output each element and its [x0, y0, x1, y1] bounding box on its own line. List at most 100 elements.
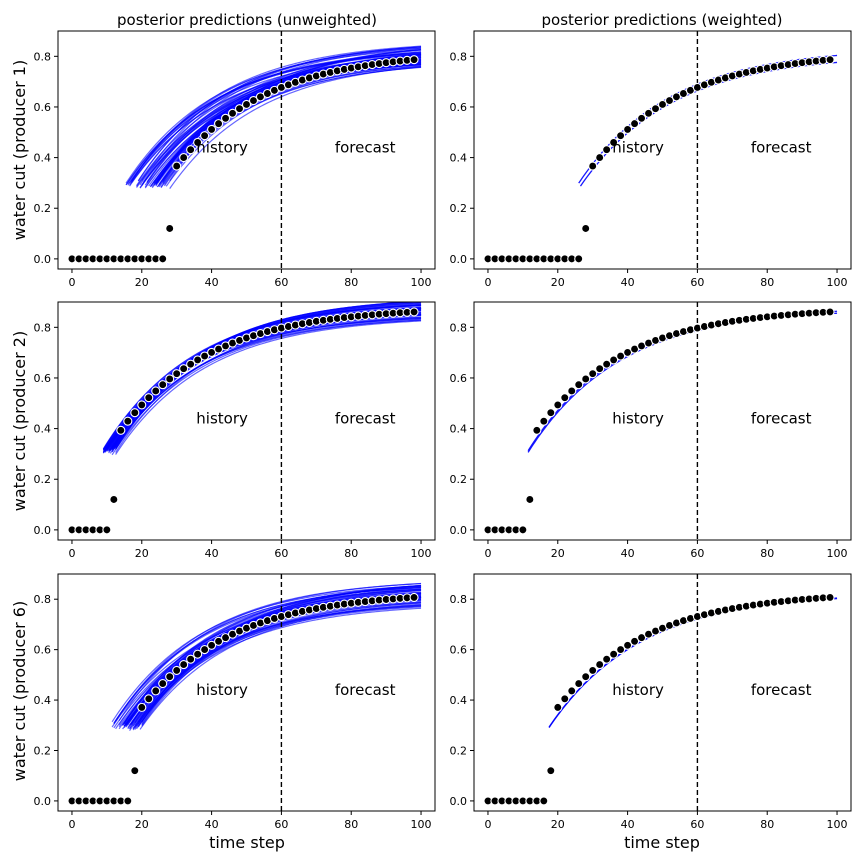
y-tick-label: 0.2 [450, 473, 468, 486]
observed-point [193, 137, 203, 147]
forecast-label: forecast [751, 139, 812, 157]
y-tick-label: 0.0 [34, 795, 52, 808]
observed-point [409, 592, 419, 602]
y-tick-label: 0.4 [34, 152, 52, 165]
panel-r2-c0: history forecast 0 20 40 60 80 100 0.0 0.2 0.4 0.6 0… [34, 573, 436, 831]
y-tick-label: 0.6 [34, 644, 52, 657]
x-tick-label: 80 [344, 547, 358, 560]
y-tick-label: 0.4 [34, 694, 52, 707]
x-tick-label: 20 [135, 818, 149, 831]
x-tick-label: 80 [344, 276, 358, 289]
y-tick-label: 0.0 [34, 524, 52, 537]
observed-point [567, 686, 577, 696]
observed-point [567, 386, 577, 396]
x-tick-label: 60 [274, 276, 288, 289]
observed-point [643, 108, 654, 118]
observed-point [574, 678, 584, 689]
y-tick-label: 0.8 [450, 593, 468, 606]
observed-point [525, 494, 535, 505]
ylabel-producer-1: water cut (producer 1) [10, 60, 29, 240]
observed-point [116, 425, 126, 435]
y-tick-label: 0.4 [450, 423, 468, 436]
observed-point [234, 104, 245, 114]
y-tick-label: 0.8 [450, 321, 468, 334]
x-tick-label: 80 [760, 547, 774, 560]
panel-r0-c0: history forecast 0 20 40 60 80 100 0.0 0.2 0.4 0.6 0… [34, 30, 436, 289]
observed-point [588, 665, 598, 675]
observed-point [623, 124, 633, 134]
observed-point [409, 55, 419, 65]
observed-point [664, 95, 675, 106]
x-tick-label: 60 [274, 547, 288, 560]
y-tick-label: 0.8 [34, 50, 52, 63]
observed-point [581, 672, 591, 682]
y-tick-label: 0.8 [34, 593, 52, 606]
x-tick-label: 80 [760, 818, 774, 831]
observed-point [193, 649, 203, 659]
observed-point [172, 161, 182, 171]
observed-point [207, 640, 217, 650]
y-tick-label: 0.0 [34, 253, 52, 266]
observed-point [560, 393, 570, 403]
observed-point [123, 416, 133, 426]
axes-frame [473, 573, 852, 812]
observed-point [518, 525, 528, 535]
y-tick-label: 0.2 [450, 744, 468, 757]
history-label: history [196, 139, 248, 157]
ensemble-member-line [102, 306, 422, 450]
observed-point [546, 766, 556, 776]
forecast-label: forecast [335, 681, 396, 699]
observed-point [539, 796, 549, 806]
ensemble-member-line [102, 317, 422, 453]
observed-point [200, 645, 210, 655]
observed-point [151, 386, 161, 396]
y-tick-label: 0.0 [450, 253, 468, 266]
forecast-label: forecast [751, 681, 812, 699]
forecast-label: forecast [751, 410, 812, 428]
panels-group: history forecast 0 20 40 60 80 100 0.0 0.2 0.4 0.6 0… [34, 30, 852, 831]
ensemble-member-line [165, 63, 422, 187]
x-tick-label: 0 [484, 818, 491, 831]
x-tick-label: 0 [484, 547, 491, 560]
observed-point [179, 153, 189, 163]
observed-point [825, 307, 835, 317]
observed-point [158, 254, 168, 264]
observed-points [67, 307, 419, 535]
observed-point [158, 678, 168, 689]
y-tick-label: 0.8 [34, 321, 52, 334]
x-tick-label: 40 [621, 547, 635, 560]
x-tick-label: 100 [411, 818, 432, 831]
xlabel-left: time step [209, 833, 285, 852]
y-tick-label: 0.6 [34, 101, 52, 114]
observed-point [609, 649, 619, 659]
observed-point [623, 640, 633, 650]
observed-point [130, 766, 140, 776]
observed-point [616, 131, 626, 141]
y-tick-label: 0.6 [450, 372, 468, 385]
observed-point [581, 374, 591, 384]
observed-point [207, 124, 217, 134]
ensemble-lines [125, 45, 422, 189]
x-tick-label: 40 [621, 276, 635, 289]
ensemble-member-line [115, 320, 422, 455]
xlabel-right: time step [624, 833, 700, 852]
observed-point [616, 351, 626, 361]
observed-point [409, 307, 419, 317]
observed-point [109, 494, 119, 505]
observed-point [214, 636, 224, 646]
observed-point [227, 108, 238, 118]
observed-point [574, 380, 584, 390]
y-tick-label: 0.0 [450, 795, 468, 808]
panel-r1-c0: history forecast 0 20 40 60 80 100 0.0 0.2 0.4 0.6 0… [34, 301, 436, 560]
observed-point [137, 400, 147, 410]
x-tick-label: 100 [411, 547, 432, 560]
y-tick-label: 0.2 [34, 473, 52, 486]
observed-point [221, 113, 231, 123]
ensemble-member-line [578, 54, 838, 184]
forecast-label: forecast [335, 410, 396, 428]
observed-point [102, 525, 112, 535]
observed-point [186, 145, 196, 155]
observed-point [186, 359, 196, 369]
observed-point [588, 161, 598, 171]
observed-point [130, 408, 140, 418]
